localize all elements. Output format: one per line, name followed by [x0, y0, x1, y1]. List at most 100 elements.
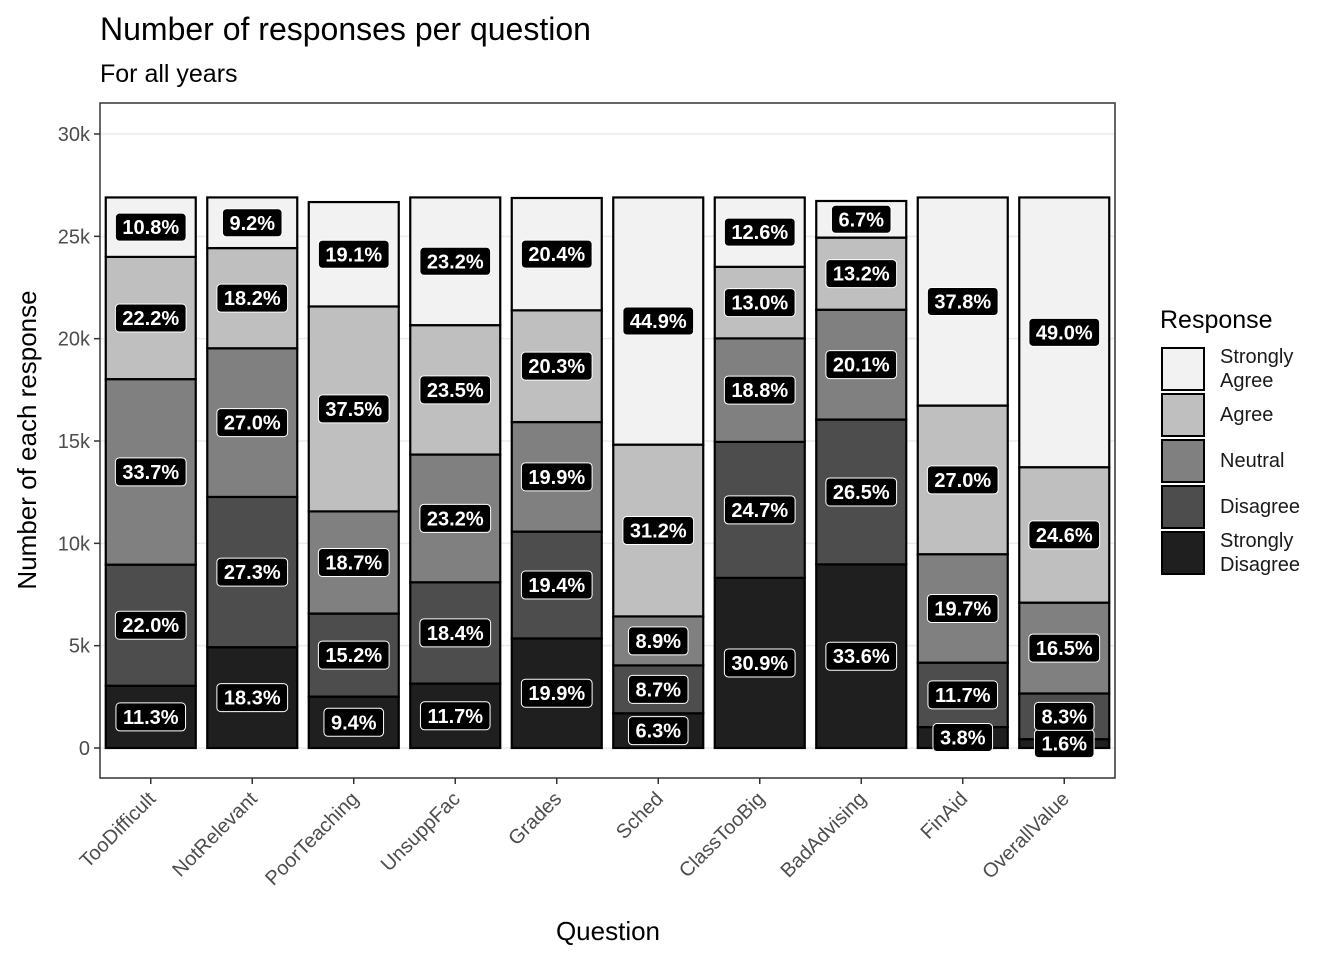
y-axis-title: Number of each response	[12, 290, 42, 589]
data-label: 1.6%	[1033, 729, 1095, 759]
data-label-box	[114, 610, 187, 640]
data-label: 3.8%	[932, 723, 994, 753]
data-label-box	[830, 204, 892, 234]
data-label-box	[419, 246, 492, 276]
data-label-box	[627, 716, 689, 746]
data-label-text: 20.3%	[528, 356, 585, 378]
data-label-text: 3.8%	[940, 728, 986, 750]
legend-label: Neutral	[1220, 450, 1285, 472]
data-label: 6.7%	[830, 204, 892, 234]
data-label: 18.8%	[723, 375, 796, 405]
legend-key	[1161, 439, 1205, 483]
data-label-box	[926, 593, 999, 623]
data-label-text: 19.9%	[528, 683, 585, 705]
data-label-text: 27.0%	[934, 470, 991, 492]
data-label-box	[216, 283, 289, 313]
data-label: 9.4%	[323, 707, 385, 737]
data-label-text: 10.8%	[122, 217, 179, 239]
data-label-text: 9.4%	[331, 712, 377, 734]
data-label: 12.6%	[723, 217, 796, 247]
data-label-text: 19.1%	[325, 244, 382, 266]
x-tick-label: TooDifficult	[76, 788, 161, 873]
data-label: 26.5%	[825, 477, 898, 507]
legend-key	[1161, 485, 1205, 529]
data-label: 27.3%	[216, 557, 289, 587]
data-label: 23.2%	[419, 246, 492, 276]
y-tick-label: 15k	[58, 431, 91, 453]
data-label: 19.1%	[317, 239, 390, 269]
chart-subtitle: For all years	[100, 60, 238, 88]
data-label: 8.7%	[627, 674, 689, 704]
data-label-text: 18.7%	[325, 552, 382, 574]
data-label: 19.4%	[520, 570, 593, 600]
data-label: 18.4%	[419, 618, 492, 648]
data-label-box	[114, 457, 187, 487]
data-label-text: 9.2%	[229, 213, 275, 235]
data-label-box	[825, 259, 898, 289]
data-label-text: 13.0%	[731, 293, 788, 315]
x-tick-label: UnsuppFac	[377, 788, 465, 876]
data-label: 27.0%	[216, 408, 289, 438]
data-label-text: 33.6%	[833, 646, 890, 668]
data-label-box	[317, 547, 390, 577]
data-label-text: 37.5%	[325, 399, 382, 421]
data-label-text: 31.2%	[630, 521, 687, 543]
legend-key	[1161, 531, 1205, 575]
data-label-box	[520, 462, 593, 492]
data-label: 8.9%	[627, 626, 689, 656]
data-label-box	[622, 306, 695, 336]
data-label-box	[520, 678, 593, 708]
data-label: 6.3%	[627, 716, 689, 746]
data-label-box	[723, 495, 796, 525]
data-label: 15.2%	[317, 640, 390, 670]
data-label-box	[520, 239, 593, 269]
data-label: 49.0%	[1028, 317, 1101, 347]
chart-title: Number of responses per question	[100, 11, 591, 47]
data-label: 9.2%	[221, 208, 283, 238]
data-label-text: 11.3%	[123, 707, 179, 729]
data-label-text: 44.9%	[630, 311, 687, 333]
x-tick-label: Sched	[612, 788, 668, 844]
data-label-text: 19.9%	[528, 467, 585, 489]
data-label-text: 27.3%	[224, 562, 281, 584]
data-label-box	[520, 570, 593, 600]
data-label-box	[927, 680, 999, 710]
data-label: 13.0%	[723, 288, 796, 318]
data-label-box	[723, 288, 796, 318]
legend-label: Strongly Disagree	[1220, 530, 1301, 576]
data-label-box	[520, 351, 593, 381]
data-label-text: 8.9%	[635, 631, 681, 653]
data-label-text: 11.7%	[427, 706, 483, 728]
legend-key	[1161, 393, 1205, 437]
y-tick-label: 5k	[69, 636, 91, 658]
data-labels: 11.3% 22.0% 33.7% 22.2% 10.8% 18.3% 27.3% 27.0%…	[114, 204, 1101, 759]
data-label-box	[216, 408, 289, 438]
data-label-box	[825, 350, 898, 380]
data-label-box	[926, 465, 999, 495]
data-label-box	[221, 208, 283, 238]
data-label-box	[723, 217, 796, 247]
data-label: 19.9%	[520, 678, 593, 708]
data-label: 11.3%	[115, 702, 187, 732]
data-label-text: 37.8%	[934, 292, 991, 314]
data-label-text: 24.7%	[731, 500, 788, 522]
data-label-text: 8.3%	[1041, 706, 1087, 728]
data-label: 27.0%	[926, 465, 999, 495]
data-label-text: 19.7%	[934, 598, 991, 620]
legend-key	[1161, 347, 1205, 391]
data-label-box	[419, 503, 492, 533]
y-tick-label: 30k	[58, 124, 91, 146]
data-label-box	[419, 375, 492, 405]
x-tick-label: Grades	[504, 788, 566, 850]
data-label: 23.2%	[419, 503, 492, 533]
data-label-text: 23.5%	[427, 380, 484, 402]
data-label: 33.6%	[825, 641, 898, 671]
data-label-text: 23.2%	[427, 508, 484, 530]
data-label-box	[1028, 520, 1101, 550]
data-label: 37.5%	[317, 394, 390, 424]
data-label: 22.0%	[114, 610, 187, 640]
data-label-text: 13.2%	[833, 264, 890, 286]
data-label: 44.9%	[622, 306, 695, 336]
data-label: 18.3%	[216, 683, 289, 713]
